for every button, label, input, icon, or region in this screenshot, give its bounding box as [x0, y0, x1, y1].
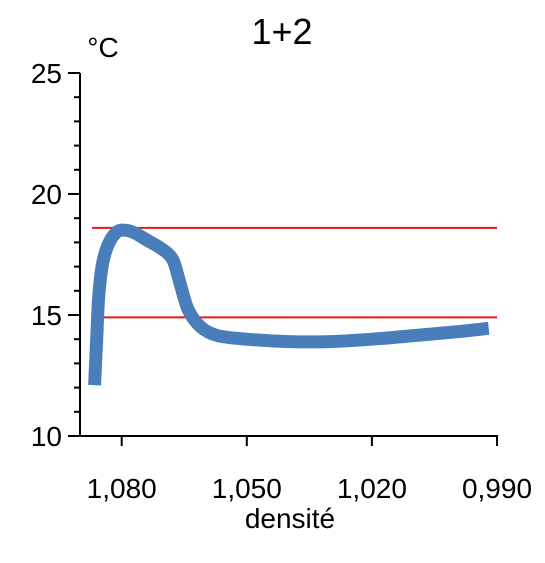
x-axis-label: densité: [245, 503, 335, 534]
x-tick-label: 1,020: [337, 473, 407, 504]
y-axis-unit-label: °C: [87, 32, 118, 63]
y-tick-label: 20: [31, 179, 62, 210]
x-tick-label: 1,050: [212, 473, 282, 504]
y-tick-label: 25: [31, 58, 62, 89]
series-line-1: [88, 223, 490, 386]
x-tick-label: 1,080: [87, 473, 157, 504]
y-tick-label: 15: [31, 300, 62, 331]
chart-title: 1+2: [251, 11, 312, 52]
y-tick-label: 10: [31, 421, 62, 452]
x-tick-label: 0,990: [462, 473, 532, 504]
